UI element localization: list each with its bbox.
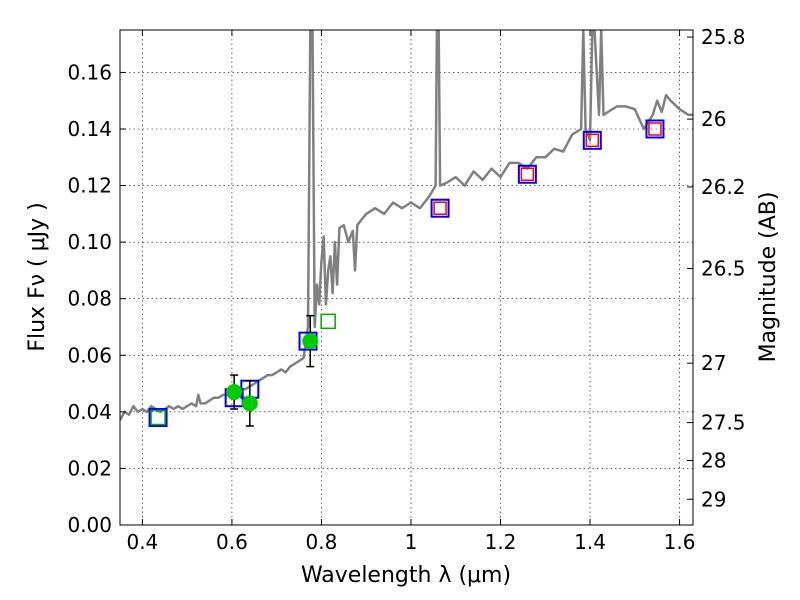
y-axis-label: Flux Fν ( μJy ) — [25, 202, 50, 351]
x-tick-label: 1.6 — [664, 530, 696, 554]
y2-tick-label: 28 — [701, 449, 726, 473]
axes: 0.4 0.6 0.8 1 1.2 1.4 1.6 0.00 0.02 0.04 0.06 0.08 0… — [67, 25, 745, 554]
y-tick-label: 0.10 — [67, 230, 112, 254]
photometry-square-marker — [148, 408, 168, 428]
plot-frame — [119, 29, 694, 526]
photometry-square-marker — [517, 164, 537, 184]
y2-tick-label: 27.5 — [701, 411, 746, 435]
y2-tick-label: 25.8 — [701, 25, 746, 49]
y-tick-label: 0.08 — [67, 287, 112, 311]
y-tick-label: 0.00 — [67, 513, 112, 537]
x-tick-label: 0.6 — [216, 530, 248, 554]
x-tick-label: 1.4 — [574, 530, 606, 554]
y2-tick-label: 29 — [701, 487, 726, 511]
x-tick-label: 1.2 — [485, 530, 517, 554]
y-tick-label: 0.04 — [67, 400, 112, 424]
photometry-square-marker — [430, 198, 450, 218]
plot-area — [120, 30, 693, 428]
photometry-square-marker — [582, 130, 602, 150]
observed-photometry-point — [302, 333, 319, 350]
photometry-square-marker — [433, 201, 447, 215]
photometry-square-marker — [585, 133, 600, 148]
x-tick-label: 0.8 — [306, 530, 338, 554]
observed-photometry-point — [241, 395, 258, 412]
photometry-square-marker — [648, 122, 662, 136]
photometry-square-marker — [520, 167, 535, 182]
y2-tick-label: 26.2 — [701, 175, 746, 199]
y2-tick-label: 27 — [701, 351, 726, 375]
y-tick-label: 0.16 — [67, 60, 112, 84]
y2-tick-label: 26.5 — [701, 256, 746, 280]
photometry-square-marker — [320, 313, 336, 330]
photometry-square-marker — [645, 119, 665, 139]
photometry-square-marker — [150, 409, 166, 426]
x-tick-label: 1 — [405, 530, 418, 554]
observed-photometry-point — [226, 384, 243, 401]
y-tick-label: 0.06 — [67, 343, 112, 367]
y2-axis-label: Magnitude (AB) — [756, 192, 781, 363]
y-tick-label: 0.14 — [67, 117, 112, 141]
y-tick-label: 0.02 — [67, 456, 112, 480]
sed-model-line — [120, 30, 693, 421]
y-tick-label: 0.12 — [67, 174, 112, 198]
x-tick-label: 0.4 — [126, 530, 158, 554]
x-axis-label: Wavelength λ (μm) — [301, 563, 511, 588]
y2-tick-label: 26 — [701, 107, 726, 131]
